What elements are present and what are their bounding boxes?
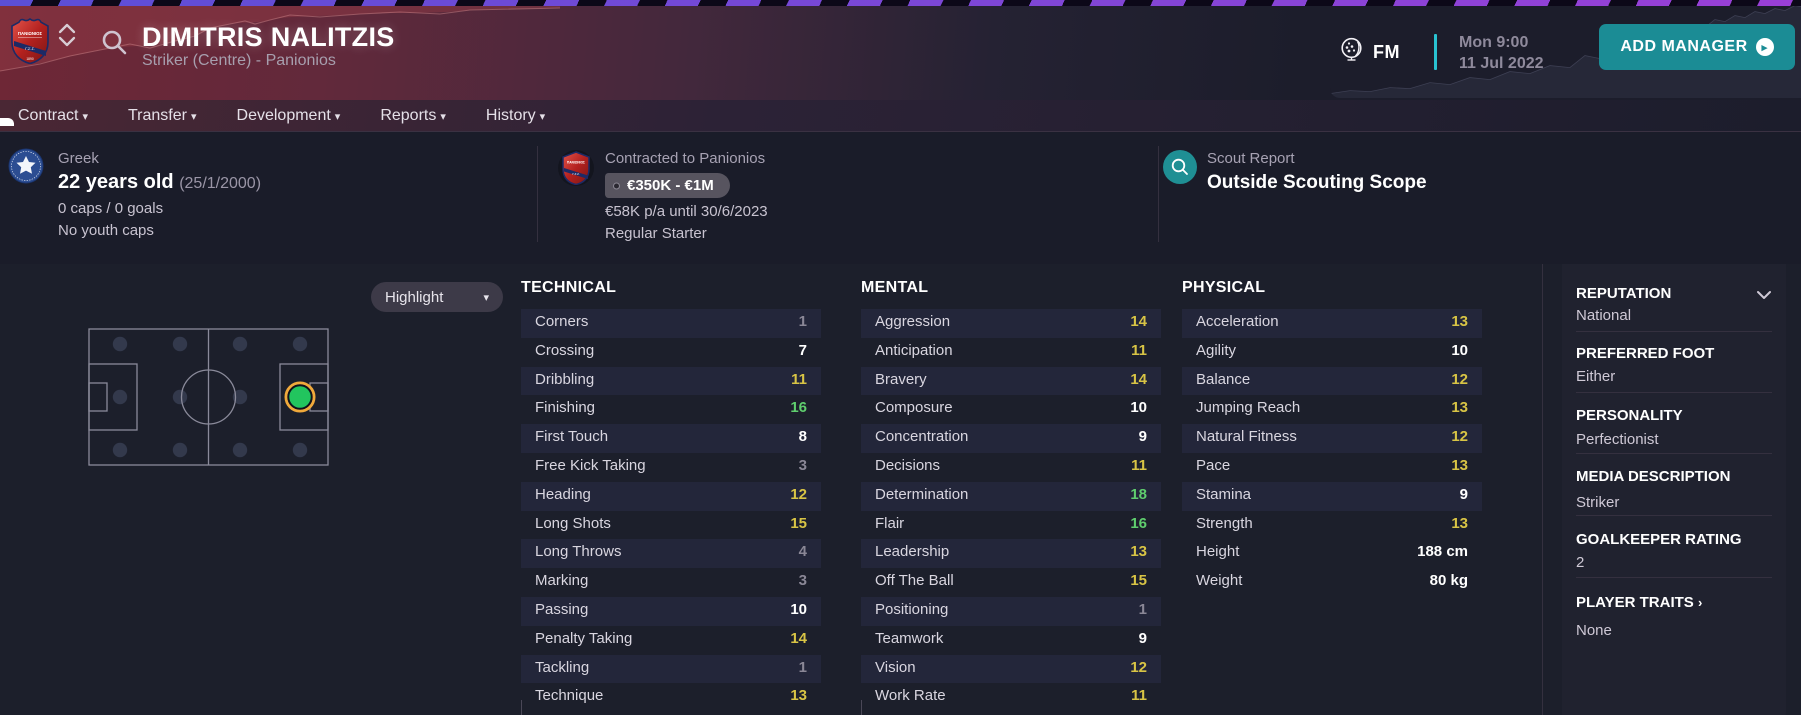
svg-text:1890: 1890 xyxy=(26,57,34,61)
svg-text:ΠΑΝΙΩΝΙΟΣ: ΠΑΝΙΩΝΙΟΣ xyxy=(18,31,43,36)
svg-text:ΠΑΝΙΩΝΙΟΣ: ΠΑΝΙΩΝΙΟΣ xyxy=(567,161,585,165)
svg-text:Γ.Σ.Σ.: Γ.Σ.Σ. xyxy=(572,172,580,176)
svg-text:Γ.Σ.Σ.: Γ.Σ.Σ. xyxy=(25,46,35,51)
